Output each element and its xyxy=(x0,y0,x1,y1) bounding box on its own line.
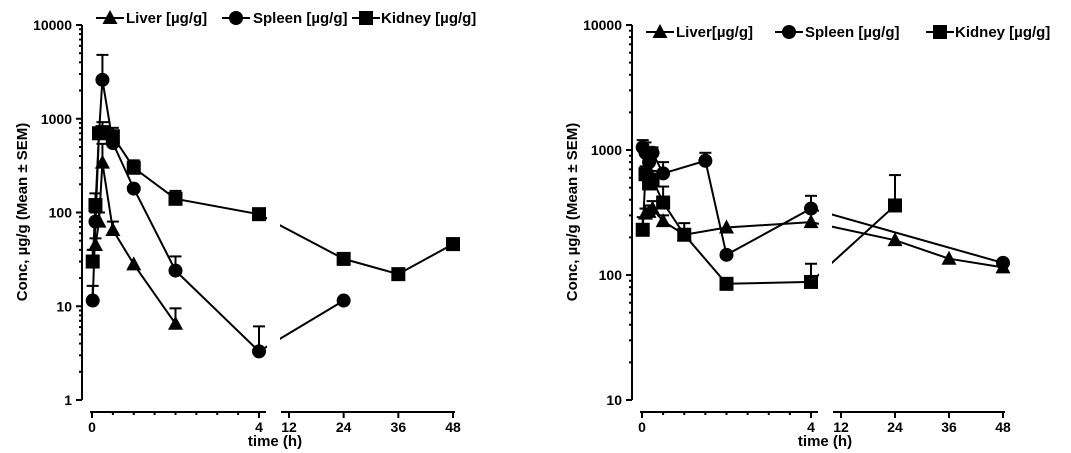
data-point xyxy=(336,293,351,308)
data-point xyxy=(656,195,671,210)
data-point xyxy=(719,247,734,262)
y-tick-label: 1000 xyxy=(591,142,622,158)
data-point xyxy=(804,274,818,289)
legend-item: Spleen [µg/g] xyxy=(222,10,347,27)
x-tick-label: 24 xyxy=(336,419,352,435)
legend-label: Liver [µg/g] xyxy=(126,10,207,27)
data-point xyxy=(888,198,902,213)
series-square xyxy=(635,165,902,291)
data-point xyxy=(941,250,957,265)
legend-label: Kidney [µg/g] xyxy=(955,24,1050,41)
data-point xyxy=(719,276,734,291)
chart-panel-right: Conc, µg/g (Mean ± SEM) time (h) 10 100 10… xyxy=(564,5,1050,450)
data-point xyxy=(655,213,671,228)
legend-label: Spleen [µg/g] xyxy=(253,10,347,27)
x-tick-label: 4 xyxy=(807,419,815,435)
y-tick-label: 10000 xyxy=(33,17,72,33)
x-tick-label: 48 xyxy=(995,419,1011,435)
axis-break-gap xyxy=(267,5,280,400)
data-point xyxy=(105,129,120,144)
y-tick-label: 100 xyxy=(49,205,73,221)
data-point xyxy=(698,153,713,168)
data-point xyxy=(126,256,142,271)
legend-marker xyxy=(102,10,118,24)
x-tick-label: 0 xyxy=(88,419,96,435)
axis-break-gap xyxy=(819,5,832,400)
data-point xyxy=(446,237,460,252)
x-tick-label: 0 xyxy=(638,419,646,435)
data-point xyxy=(126,181,141,196)
data-point xyxy=(252,344,266,359)
data-point xyxy=(126,160,141,175)
data-point xyxy=(656,166,671,181)
y-axis-title: Conc, µg/g (Mean ± SEM) xyxy=(564,123,581,302)
legend-marker xyxy=(933,25,947,39)
y-axis-title: Conc, µg/g (Mean ± SEM) xyxy=(14,123,31,302)
x-axis-title: time (h) xyxy=(248,433,302,450)
y-tick-label: 100 xyxy=(599,267,623,283)
data-point xyxy=(252,207,266,222)
data-point xyxy=(391,267,406,282)
y-tick-label: 1000 xyxy=(41,111,72,127)
y-tick-label: 10 xyxy=(56,298,72,314)
data-point xyxy=(645,145,660,160)
legend-item: Kidney [µg/g] xyxy=(352,10,476,27)
legend-label: Kidney [µg/g] xyxy=(381,10,476,27)
x-tick-label: 48 xyxy=(445,419,461,435)
legend-marker xyxy=(359,11,373,25)
data-point xyxy=(677,227,692,242)
legend-item: Liver[µg/g] xyxy=(646,24,753,41)
data-point xyxy=(85,293,100,308)
chart-panel-left: Conc, µg/g (Mean ± SEM) time (h) 1 10 100 1… xyxy=(14,5,476,450)
series-circle xyxy=(635,139,1010,270)
legend-label: Spleen [µg/g] xyxy=(805,24,899,41)
data-point xyxy=(635,222,650,237)
data-point xyxy=(719,219,734,234)
y-tick-label: 10000 xyxy=(583,17,622,33)
x-tick-label: 12 xyxy=(833,419,849,435)
y-tick-label: 10 xyxy=(606,392,622,408)
legend-item: Spleen [µg/g] xyxy=(775,24,899,41)
x-tick-label: 24 xyxy=(887,419,903,435)
x-tick-label: 12 xyxy=(281,419,297,435)
legend-marker xyxy=(229,11,243,25)
legend-marker xyxy=(652,24,668,38)
data-point xyxy=(887,232,903,247)
data-point xyxy=(803,214,819,229)
data-point xyxy=(645,172,660,187)
legend-item: Liver [µg/g] xyxy=(96,10,207,27)
data-point xyxy=(105,222,121,237)
series-square xyxy=(85,121,460,282)
data-point xyxy=(645,200,661,215)
x-axis-title: time (h) xyxy=(798,433,852,450)
data-point xyxy=(168,315,183,330)
y-tick-label: 1 xyxy=(64,392,72,408)
data-point xyxy=(804,201,818,216)
data-point xyxy=(85,254,100,269)
legend-item: Kidney [µg/g] xyxy=(926,24,1050,41)
data-point xyxy=(168,191,183,206)
data-point xyxy=(996,255,1010,270)
data-point xyxy=(336,251,351,266)
data-point xyxy=(168,263,183,278)
series-line xyxy=(91,79,345,353)
data-point xyxy=(95,72,110,87)
x-tick-label: 4 xyxy=(255,419,263,435)
legend-label: Liver[µg/g] xyxy=(676,24,753,41)
legend-marker xyxy=(782,25,796,39)
data-point xyxy=(88,198,103,213)
x-tick-label: 36 xyxy=(391,419,407,435)
x-tick-label: 36 xyxy=(941,419,957,435)
